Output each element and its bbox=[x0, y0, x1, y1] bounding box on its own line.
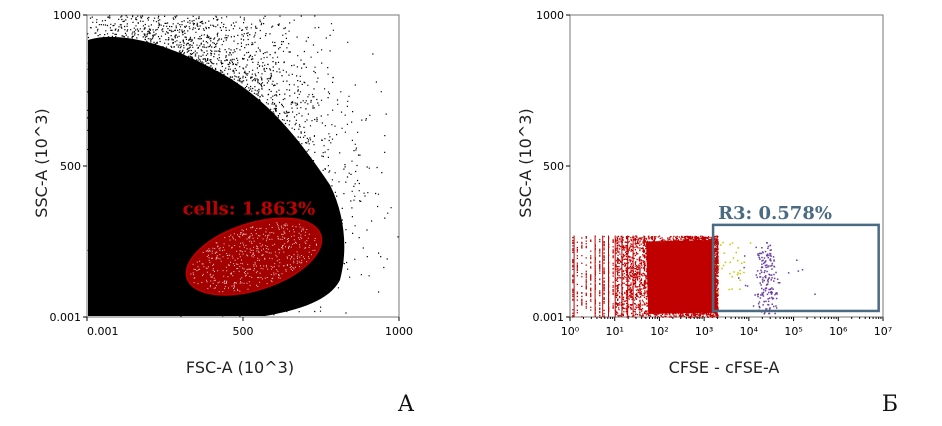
panel-a-ytick-label: 500 bbox=[60, 160, 81, 173]
panel-b-gate-label: R3: 0.578% bbox=[718, 203, 832, 224]
panel-a-xtick-label: 500 bbox=[232, 325, 253, 338]
panel-b-xtick-label: 10⁰ bbox=[561, 325, 580, 338]
panel-b-red-core bbox=[646, 239, 718, 314]
panel-b-ytick-label: 1000 bbox=[536, 9, 564, 22]
panel-a-xtick-label: 1000 bbox=[385, 325, 413, 338]
panel-b: R3: 0.578% 10⁰ 10¹ 10² 10³ 10⁴ 10⁵ 10⁶ 10⁷ 0.001… bbox=[516, 9, 898, 417]
panel-b-xtick-label: 10¹ bbox=[606, 325, 624, 338]
panel-b-xtick-label: 10³ bbox=[695, 325, 713, 338]
panel-b-ytick-label: 0.001 bbox=[533, 311, 565, 324]
panel-b-xlabel: CFSE - cFSE-A bbox=[669, 358, 780, 377]
panel-b-points bbox=[572, 235, 816, 319]
panel-b-xtick-label: 10² bbox=[650, 325, 668, 338]
panel-b-xtick-label: 10⁷ bbox=[874, 325, 892, 338]
panel-a-gate: cells: 1.863% bbox=[183, 198, 323, 296]
panel-b-gate: R3: 0.578% bbox=[711, 203, 880, 313]
panel-a-ytick-label: 1000 bbox=[53, 9, 81, 22]
panel-a-ytick-label: 0.001 bbox=[50, 311, 82, 324]
panel-a-xtick-label: 0.001 bbox=[87, 325, 119, 338]
panel-b-gate-rect bbox=[711, 223, 880, 313]
panel-a-letter: А bbox=[398, 392, 415, 417]
panel-a-gate-ellipse bbox=[185, 217, 323, 296]
panel-a-xlabel: FSC-A (10^3) bbox=[186, 358, 294, 377]
panel-b-purple-events bbox=[738, 242, 816, 315]
panel-b-ytick-label: 500 bbox=[543, 160, 564, 173]
panel-b-xtick-label: 10⁴ bbox=[740, 325, 759, 338]
panel-a-gate-events bbox=[190, 222, 317, 293]
panel-b-letter: Б bbox=[882, 392, 898, 417]
panel-a-ticks: 0.001 500 1000 0.001 500 1000 bbox=[50, 9, 414, 338]
panel-b-ticks: 10⁰ 10¹ 10² 10³ 10⁴ 10⁵ 10⁶ 10⁷ 0.001 500 1000 bbox=[533, 9, 893, 338]
panel-b-xtick-label: 10⁶ bbox=[829, 325, 848, 338]
panel-a-gate-label: cells: 1.863% bbox=[183, 198, 316, 219]
panel-b-xtick-label: 10⁵ bbox=[784, 325, 802, 338]
panel-a-ylabel: SSC-A (10^3) bbox=[32, 108, 51, 217]
panel-a: cells: 1.863% 0.001 500 1000 0.001 500 1000 F… bbox=[32, 9, 415, 417]
panel-b-ylabel: SSC-A (10^3) bbox=[516, 108, 535, 217]
